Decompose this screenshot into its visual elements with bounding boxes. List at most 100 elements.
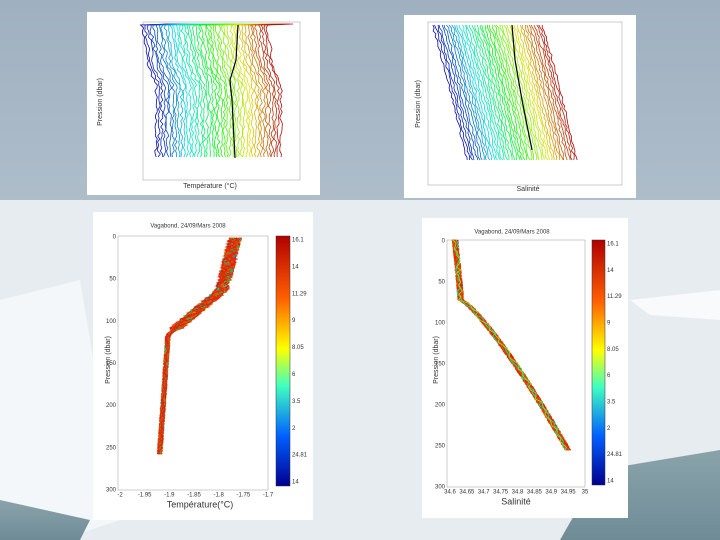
profile-line [462,24,498,161]
y-tick-label: 100 [435,321,446,327]
chart-title: Vagabond, 24/09/Mars 2008 [150,224,226,230]
profile-line [167,23,194,158]
y-tick-label: 200 [435,403,446,409]
profile-line [176,23,203,158]
y-tick-label: 0 [442,239,446,245]
profile-line [511,24,549,161]
profile-line [229,23,257,158]
x-axis-label: Salinité [501,496,531,506]
colorbar-label: 14 [292,480,299,486]
profile-line [263,23,291,158]
x-tick-label: -1.85 [187,493,201,499]
x-tick-label: 34.7 [478,490,490,496]
profile-line [152,23,180,158]
colorbar-label: 9 [292,318,296,324]
profile-line [525,24,561,160]
profile-line [250,23,279,158]
x-tick-label: -1.75 [236,493,250,499]
colorbar-label: 16.1 [292,238,304,244]
y-tick-label: 50 [438,280,445,286]
profile-line [157,237,242,455]
y-axis-label: Pression (dbar) [105,336,112,384]
profile-line [495,24,533,161]
profile-line [530,24,568,161]
profile-line [204,23,231,158]
plot-frame [446,239,586,488]
x-tick-label: 34.9 [545,490,557,496]
profile-line [198,23,225,158]
profile-line [432,24,468,161]
x-tick-label: -1.8 [213,493,224,499]
profile-line [438,24,475,161]
profile-line [163,23,191,158]
profile-line [244,23,271,158]
x-axis-label: Température (°C) [183,182,237,190]
profile-line [488,24,526,161]
profile-line [155,23,183,158]
profile-line [521,24,558,161]
profile-line [146,23,174,158]
profile-line [249,23,277,158]
x-tick-label: 34.85 [527,490,543,496]
y-tick-label: 100 [106,319,117,325]
profile-line [487,25,523,161]
profile-line [443,24,481,161]
profile-line [208,23,237,158]
profile-line [205,23,234,158]
profile-line [189,23,217,158]
profile-line [171,23,200,158]
ice-floe [0,280,120,540]
profiles [117,21,623,491]
y-tick-label: 250 [435,444,446,450]
profile-line [451,24,487,161]
y-tick-label: 250 [106,445,117,451]
colorbar-label: 16.1 [607,242,619,248]
profile-line [234,23,262,158]
plot-frame [142,21,301,181]
profile-line [492,24,528,160]
x-tick-label: 34.65 [459,490,475,496]
x-tick-label: 34.8 [512,490,524,496]
profile-line [159,23,186,158]
profile-line [528,24,565,161]
colorbar-label: 9 [607,321,611,327]
profile-line [479,24,515,161]
profile-line [160,23,188,158]
profile-line [493,24,531,161]
y-axis-label: Pression (dbar) [415,80,422,128]
profile-line [458,24,496,161]
profile-line [441,24,479,161]
plot-frame [427,21,623,186]
profile-line [538,24,575,161]
y-tick-label: 200 [106,403,117,409]
profile-line [468,24,505,161]
x-axis-label: Température(°C) [167,499,234,509]
profile-line [265,23,294,158]
y-tick-label: 150 [106,361,117,367]
colorbar-label: 24.81 [607,452,623,458]
profile-line [199,23,228,158]
profile-line [238,23,265,158]
profile-line [506,24,543,161]
colorbar-label: 14 [607,479,614,485]
colorbar [275,235,291,487]
profile-line [541,24,578,161]
colorbar-label: 8.05 [292,345,304,351]
profile-line [157,237,239,455]
colorbar-label: 2 [292,426,296,432]
colorbar-label: 2 [607,426,611,432]
profile-line [254,23,282,158]
profile-line [476,24,513,161]
y-axis-label: Pression (dbar) [97,78,104,126]
x-tick-label: 34.6 [444,490,456,496]
profile-line [144,23,171,158]
mean-line [229,24,239,159]
profile-line [526,24,564,161]
profile-line [513,24,551,161]
colorbar-label: 6 [607,373,611,379]
profile-line [157,237,237,455]
profile-line [471,24,509,161]
profile-line [212,23,240,158]
x-tick-label: -1.9 [164,493,175,499]
